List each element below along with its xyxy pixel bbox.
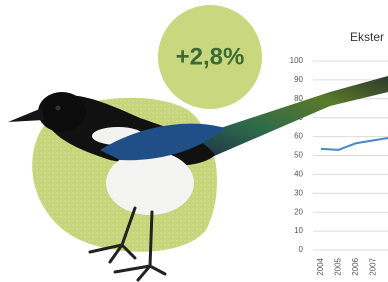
- x-tick-label: 2007: [369, 257, 378, 275]
- eye: [56, 106, 61, 111]
- y-tick-label: 90: [294, 75, 303, 84]
- chart: Ekster0102030405060708090100200420052006…: [290, 30, 388, 276]
- belly: [106, 151, 194, 215]
- chart-title: Ekster: [350, 30, 384, 44]
- x-tick-label: 2006: [351, 257, 360, 275]
- y-tick-label: 60: [294, 132, 303, 141]
- y-tick-label: 100: [290, 56, 304, 65]
- data-line: [321, 138, 388, 150]
- x-tick-label: 2005: [334, 257, 343, 275]
- y-tick-label: 30: [294, 188, 303, 197]
- infographic: Ekster0102030405060708090100200420052006…: [0, 0, 388, 282]
- y-tick-label: 50: [294, 151, 303, 160]
- beak: [8, 108, 44, 122]
- y-tick-label: 0: [299, 245, 304, 254]
- head: [38, 92, 86, 132]
- x-tick-label: 2004: [316, 257, 325, 275]
- badge-text: +2,8%: [176, 43, 245, 70]
- page: Ekster0102030405060708090100200420052006…: [0, 0, 388, 282]
- y-tick-label: 20: [294, 207, 303, 216]
- y-tick-label: 40: [294, 170, 303, 179]
- y-tick-label: 10: [294, 226, 303, 235]
